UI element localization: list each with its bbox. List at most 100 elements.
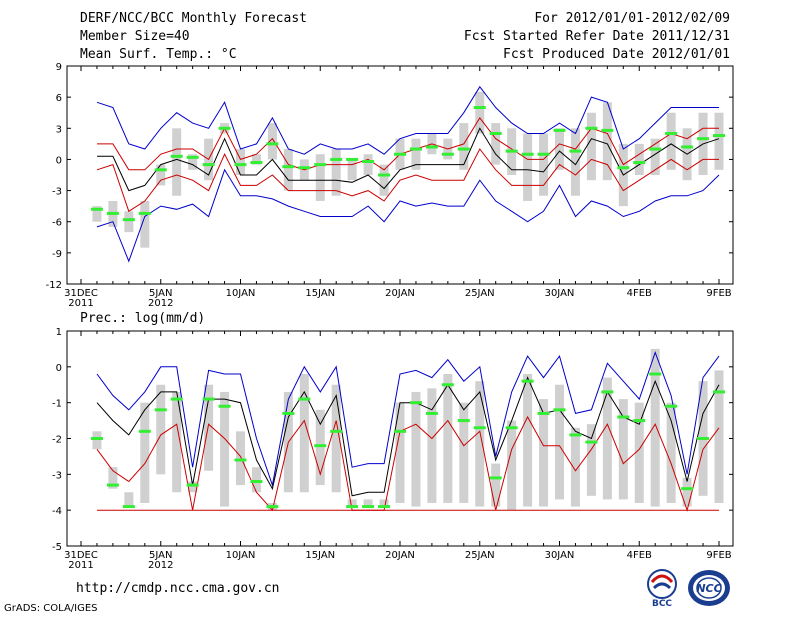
spread-box — [156, 384, 166, 475]
median-marker — [330, 429, 343, 433]
median-marker — [346, 505, 359, 509]
spread-box — [204, 384, 214, 471]
x-tick-label: 15JAN — [305, 550, 335, 561]
median-marker — [521, 152, 534, 156]
median-marker — [106, 211, 119, 215]
y-tick-label: -1 — [52, 399, 62, 410]
spread-box — [172, 128, 182, 196]
median-marker — [441, 383, 454, 387]
spread-box — [395, 402, 405, 503]
median-marker — [425, 145, 438, 149]
spread-box — [491, 463, 501, 507]
median-marker — [90, 437, 103, 440]
median-marker — [282, 165, 295, 169]
spread-box — [570, 427, 580, 507]
median-marker — [617, 415, 630, 419]
spread-box — [459, 402, 469, 503]
median-marker — [537, 411, 550, 415]
spread-box — [140, 200, 150, 248]
spread-box — [539, 399, 549, 507]
median-marker — [234, 458, 247, 462]
median-marker — [457, 147, 470, 151]
spread-box — [523, 133, 533, 201]
series-line-lower — [96, 415, 720, 512]
x-tick-label: 2012 — [148, 298, 173, 309]
y-tick-label: 1 — [56, 327, 62, 338]
y-tick-label: 0 — [56, 155, 62, 166]
forecast-title: DERF/NCC/BCC Monthly Forecast — [80, 11, 307, 26]
median-marker — [282, 411, 295, 415]
series-line-max — [96, 85, 719, 155]
median-marker — [298, 166, 311, 170]
median-marker — [186, 155, 199, 159]
median-marker — [409, 401, 422, 405]
spread-box — [331, 384, 341, 493]
panel1-label: Mean Surf. Temp.: °C — [80, 47, 237, 62]
median-marker — [250, 480, 263, 483]
panel-frame — [66, 65, 734, 285]
median-marker — [553, 408, 566, 412]
x-tick-label: 4FEB — [627, 288, 652, 299]
median-marker — [697, 137, 710, 141]
median-marker — [202, 163, 215, 167]
spread-box — [363, 154, 373, 175]
spread-box — [714, 112, 724, 170]
median-marker — [378, 505, 391, 509]
bcc-logo-text: BCC — [652, 599, 672, 608]
series-line-min — [96, 168, 720, 263]
median-marker — [362, 505, 375, 509]
x-tick-label: 9FEB — [706, 550, 731, 561]
y-tick-label: 6 — [56, 93, 62, 104]
spread-box — [634, 402, 644, 503]
spread-box — [411, 138, 421, 170]
spread-box — [618, 399, 628, 500]
median-marker — [489, 476, 502, 480]
spread-box — [236, 431, 245, 486]
x-tick-label: 10JAN — [226, 550, 256, 561]
median-marker — [649, 372, 662, 376]
spread-box — [586, 424, 596, 496]
spread-box — [666, 112, 676, 170]
median-marker — [170, 397, 183, 401]
spread-box — [602, 102, 612, 181]
spread-box — [156, 164, 166, 186]
median-marker — [537, 152, 550, 156]
footer-url[interactable]: http://cmdp.ncc.cma.gov.cn — [76, 581, 280, 596]
spread-box — [539, 133, 549, 196]
median-marker — [521, 379, 534, 383]
median-marker — [266, 142, 279, 146]
spread-box — [283, 149, 293, 191]
spread-box — [411, 391, 421, 507]
spread-box — [363, 499, 373, 507]
x-tick-label: 25JAN — [465, 550, 495, 561]
spread-box — [315, 409, 325, 486]
spread-box — [315, 154, 325, 201]
spread-box — [523, 374, 533, 507]
y-tick-label: -4 — [52, 506, 62, 517]
spread-box — [331, 149, 341, 196]
median-marker — [633, 161, 646, 165]
spread-box — [379, 164, 389, 196]
spread-box — [650, 138, 660, 175]
x-tick-label: 25JAN — [465, 288, 495, 299]
median-marker — [394, 429, 406, 433]
median-marker — [697, 437, 710, 440]
spread-box — [459, 123, 469, 170]
spread-box — [602, 377, 612, 500]
y-tick-label: -6 — [52, 218, 62, 229]
spread-box — [92, 206, 102, 222]
median-marker — [569, 433, 582, 437]
spread-box — [92, 431, 102, 450]
median-marker — [234, 163, 247, 167]
series-line-mean — [97, 127, 720, 192]
spread-box — [140, 402, 150, 503]
median-marker — [505, 426, 518, 430]
median-marker — [138, 211, 151, 215]
spread-box — [507, 420, 517, 511]
median-marker — [601, 128, 614, 132]
median-marker — [314, 163, 327, 167]
bcc-logo: BCC — [647, 569, 677, 608]
spread-box — [586, 112, 596, 181]
x-tick-label: 5JAN — [149, 550, 172, 561]
